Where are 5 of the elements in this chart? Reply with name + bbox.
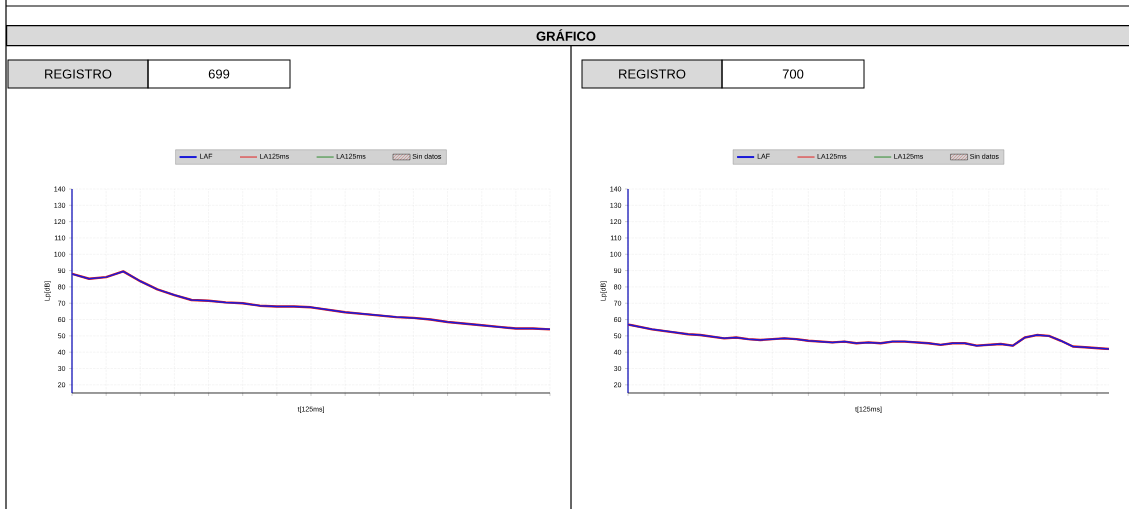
chart-subtitle: 699 xyxy=(208,69,230,79)
chart-title: REGISTRO xyxy=(619,69,686,79)
chart-subtitle: 700 xyxy=(782,69,804,79)
text: GRÁFICO xyxy=(536,29,596,41)
chart-title: REGISTRO xyxy=(45,69,112,79)
